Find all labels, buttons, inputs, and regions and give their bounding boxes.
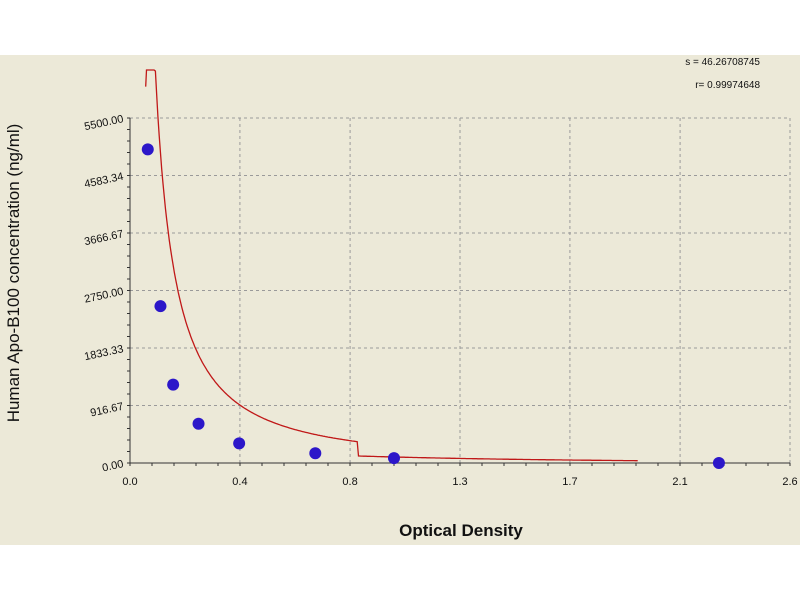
chart-panel: 0.0 0.4 0.8 1.3 1.7 2.1 2.6 0.00 916.67 1833.33 2…	[0, 55, 800, 545]
data-points	[141, 143, 725, 469]
fit-r-value: r= 0.99974648	[695, 80, 760, 91]
data-point	[192, 417, 205, 430]
x-tick-label: 0.8	[342, 476, 357, 488]
y-tick-label: 4583.34	[83, 171, 124, 191]
x-tick-label: 0.0	[122, 476, 137, 488]
y-axis-title: Human Apo-B100 concentration (ng/ml)	[4, 124, 23, 423]
x-tick-label: 1.3	[452, 476, 467, 488]
y-tick-label: 5500.00	[83, 113, 124, 133]
x-tick-label: 2.6	[782, 476, 797, 488]
x-tick-label: 1.7	[562, 476, 577, 488]
fit-s-value: s = 46.26708745	[685, 57, 760, 68]
data-point	[233, 437, 246, 450]
x-tick-labels: 0.0 0.4 0.8 1.3 1.7 2.1 2.6	[122, 476, 797, 488]
data-point	[388, 452, 400, 465]
data-point	[154, 300, 167, 313]
y-tick-labels: 0.00 916.67 1833.33 2750.00 3666.67 4583.34 55…	[83, 113, 124, 474]
x-tick-label: 2.1	[672, 476, 687, 488]
standard-curve-chart: 0.0 0.4 0.8 1.3 1.7 2.1 2.6 0.00 916.67 1833.33 2…	[4, 57, 798, 540]
data-point	[141, 143, 154, 156]
grid-lines	[130, 117, 791, 463]
x-tick-label: 0.4	[232, 476, 247, 488]
y-tick-label: 1833.33	[83, 343, 124, 363]
data-point	[167, 378, 180, 391]
y-tick-label: 0.00	[101, 458, 124, 474]
y-tick-label: 3666.67	[83, 228, 124, 248]
y-tick-label: 916.67	[89, 401, 124, 420]
data-point	[712, 457, 725, 469]
y-tick-label: 2750.00	[83, 286, 124, 306]
axes	[127, 117, 791, 466]
data-point	[309, 447, 322, 460]
x-axis-title: Optical Density	[399, 521, 523, 540]
